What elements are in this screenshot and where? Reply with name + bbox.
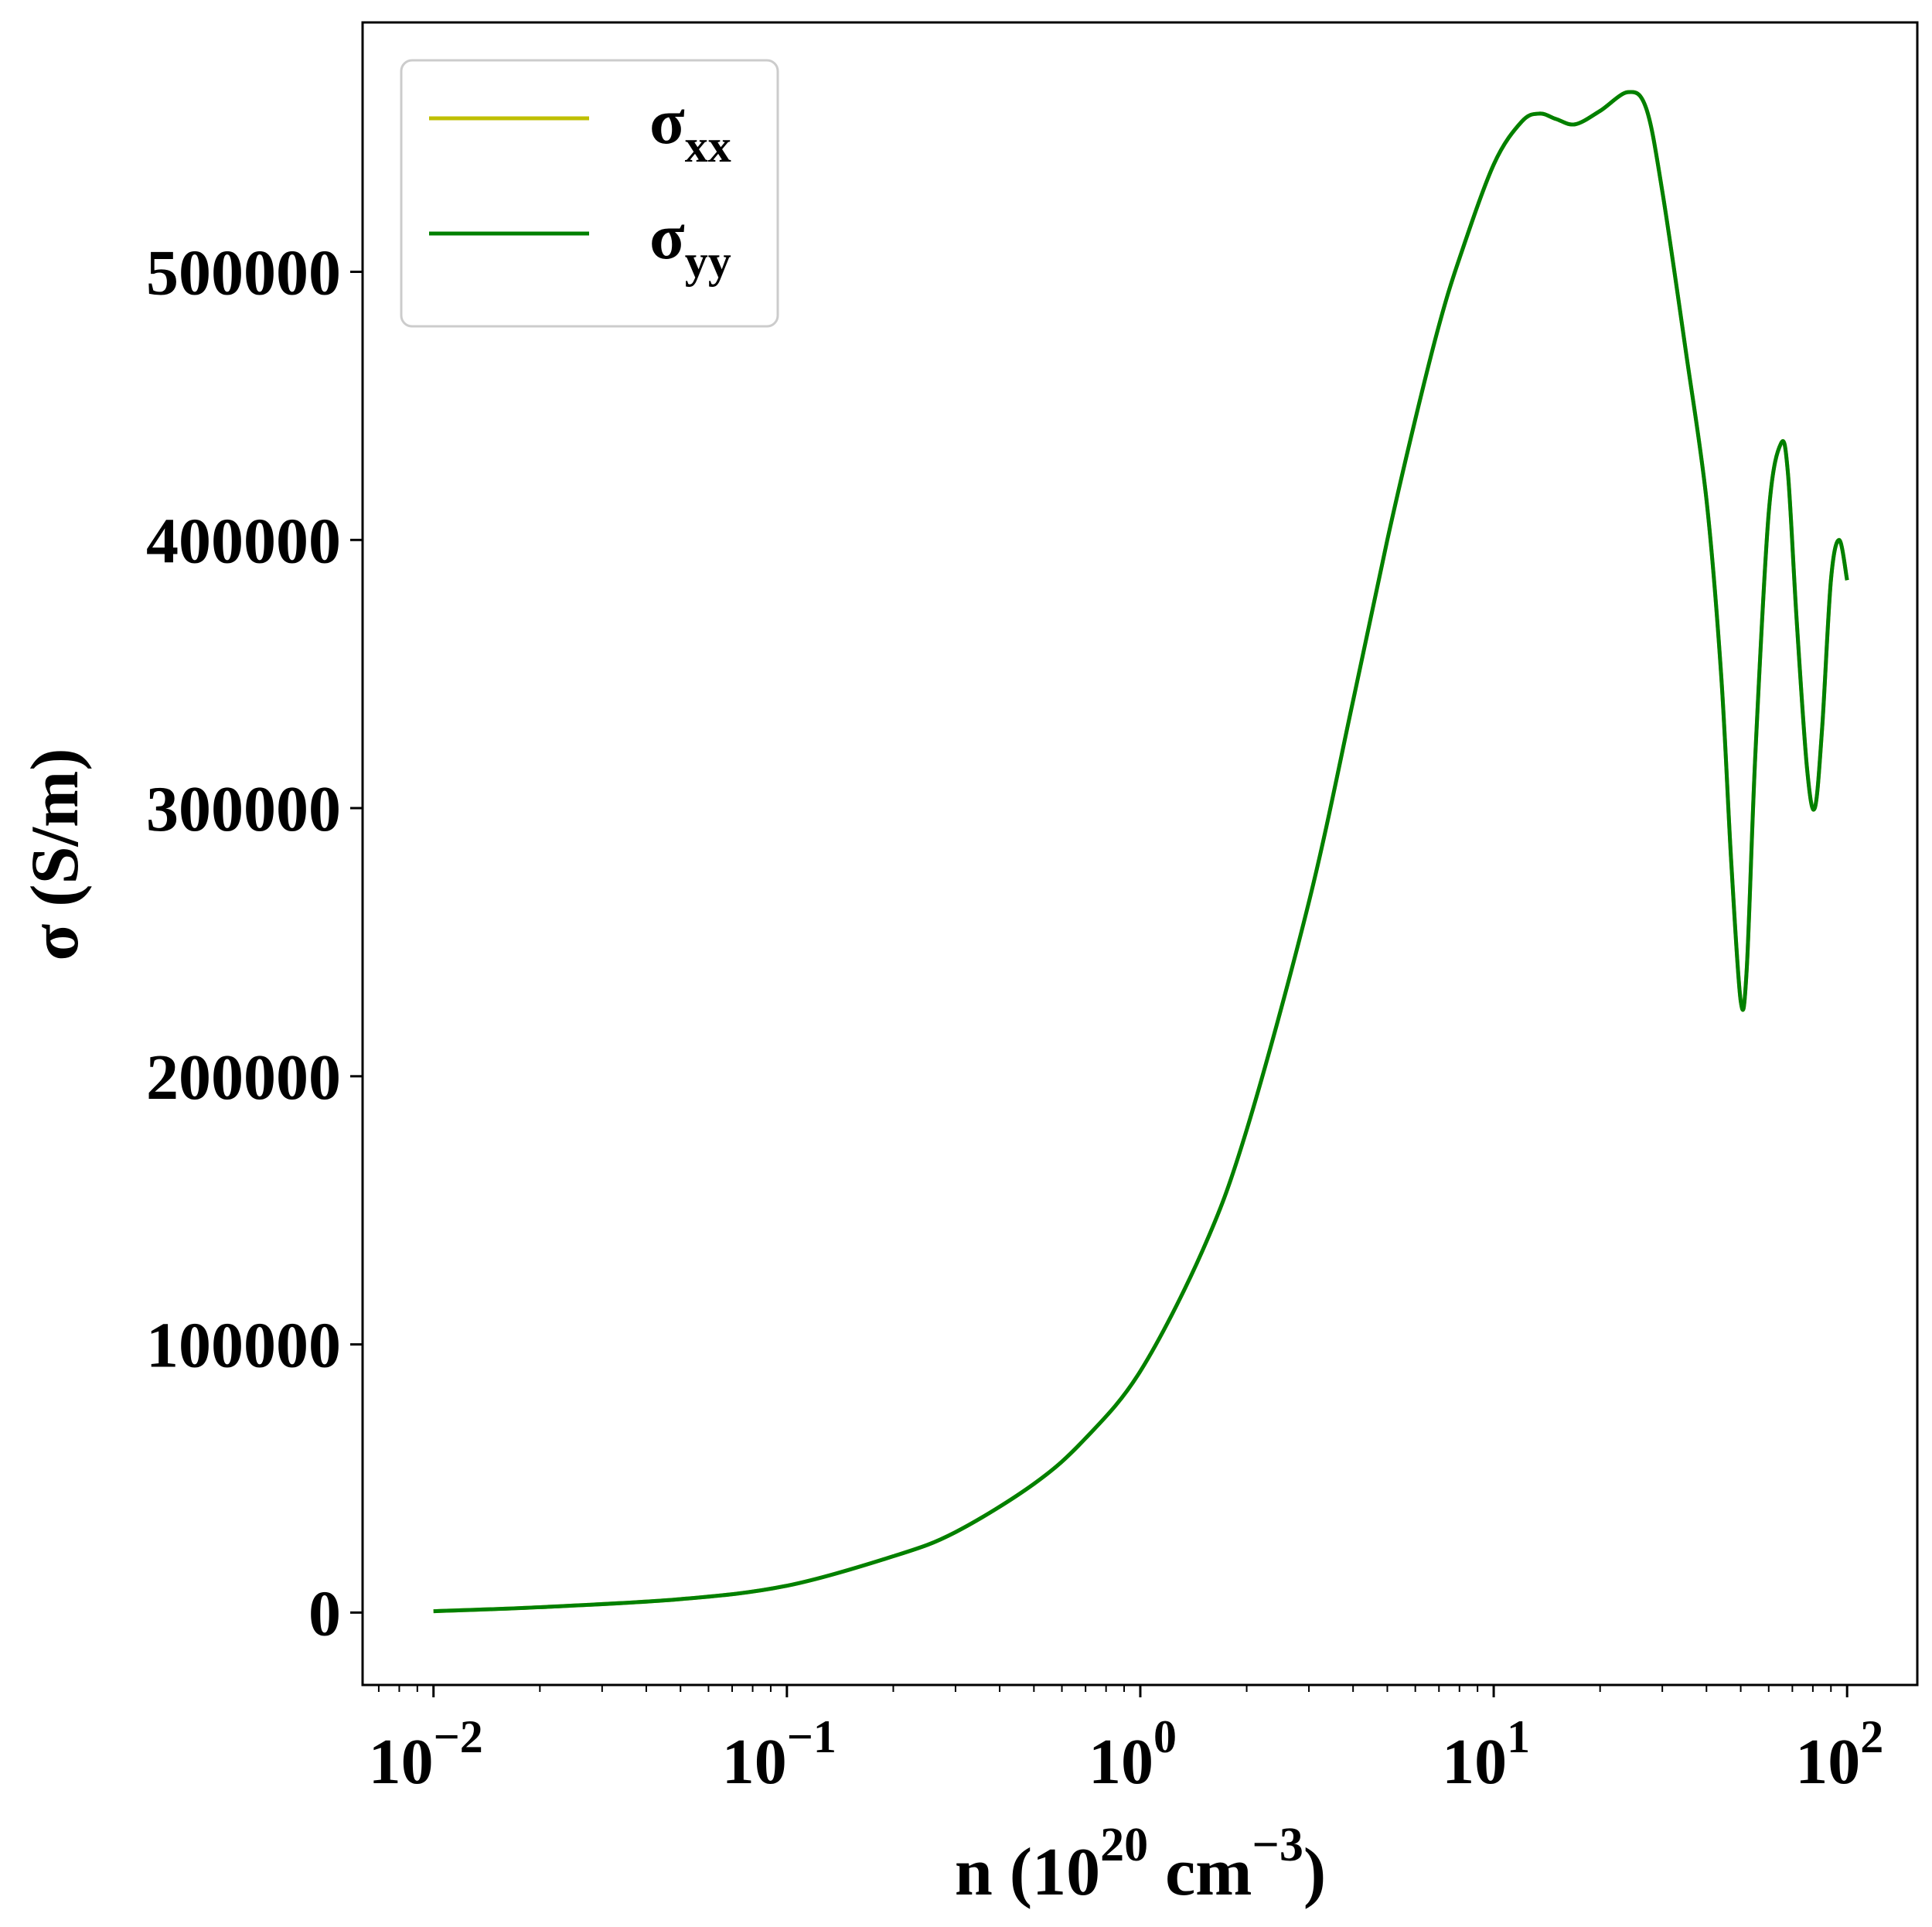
series-line-sigma-yy (433, 90, 1849, 1614)
x-tick-label-exp: 0 (1153, 1711, 1177, 1762)
legend-label-sigma-yy: σyy (649, 201, 731, 287)
x-tick-label: 100 (1089, 1711, 1177, 1798)
x-axis-title-sup2: −3 (1252, 1819, 1303, 1871)
x-tick-label-exp: 2 (1860, 1711, 1883, 1762)
legend-label-sigma-yy-sub: yy (685, 236, 731, 287)
y-tick-label: 500000 (146, 237, 341, 309)
x-tick-label: 102 (1795, 1711, 1883, 1798)
x-tick-label: 10−2 (369, 1711, 483, 1798)
x-tick-label-base: 10 (1442, 1726, 1507, 1798)
y-tick-label: 300000 (146, 773, 341, 845)
y-tick-label: 200000 (146, 1042, 341, 1114)
plot-lines (433, 90, 1849, 1614)
x-tick-label: 101 (1442, 1711, 1530, 1798)
x-axis-title: n (1020 cm−3) (955, 1819, 1326, 1910)
x-axis-title-sup1: 20 (1100, 1819, 1148, 1871)
legend-label-sigma-xx-main: σ (649, 86, 685, 158)
y-tick-label: 400000 (146, 505, 341, 577)
x-tick-label-base: 10 (1795, 1726, 1860, 1798)
x-tick-label: 10−1 (722, 1711, 837, 1798)
x-axis-title-mid: cm (1148, 1835, 1252, 1910)
y-tick-label: 100000 (146, 1310, 341, 1382)
x-axis-title-main: n (10 (955, 1835, 1100, 1910)
y-tick-label: 0 (308, 1577, 341, 1649)
x-tick-label-base: 10 (1089, 1726, 1153, 1798)
y-axis-title: σ (S/m) (18, 748, 93, 960)
legend-box (400, 59, 779, 328)
legend-label-sigma-xx-sub: xx (685, 121, 731, 172)
legend-label-sigma-xx: σxx (649, 86, 731, 172)
x-tick-label-exp: −1 (787, 1711, 837, 1762)
x-axis: 10−2 10−1 100 101 102 (369, 1685, 1883, 1798)
x-axis-title-end: ) (1303, 1835, 1326, 1910)
legend-label-sigma-yy-main: σ (649, 201, 685, 273)
x-tick-label-exp: −2 (434, 1711, 483, 1762)
x-tick-label-exp: 1 (1507, 1711, 1530, 1762)
legend: σxx σyy (400, 59, 779, 328)
x-tick-label-base: 10 (369, 1726, 434, 1798)
x-tick-label-base: 10 (722, 1726, 787, 1798)
y-axis: 0 100000 200000 300000 400000 500000 (146, 237, 363, 1649)
